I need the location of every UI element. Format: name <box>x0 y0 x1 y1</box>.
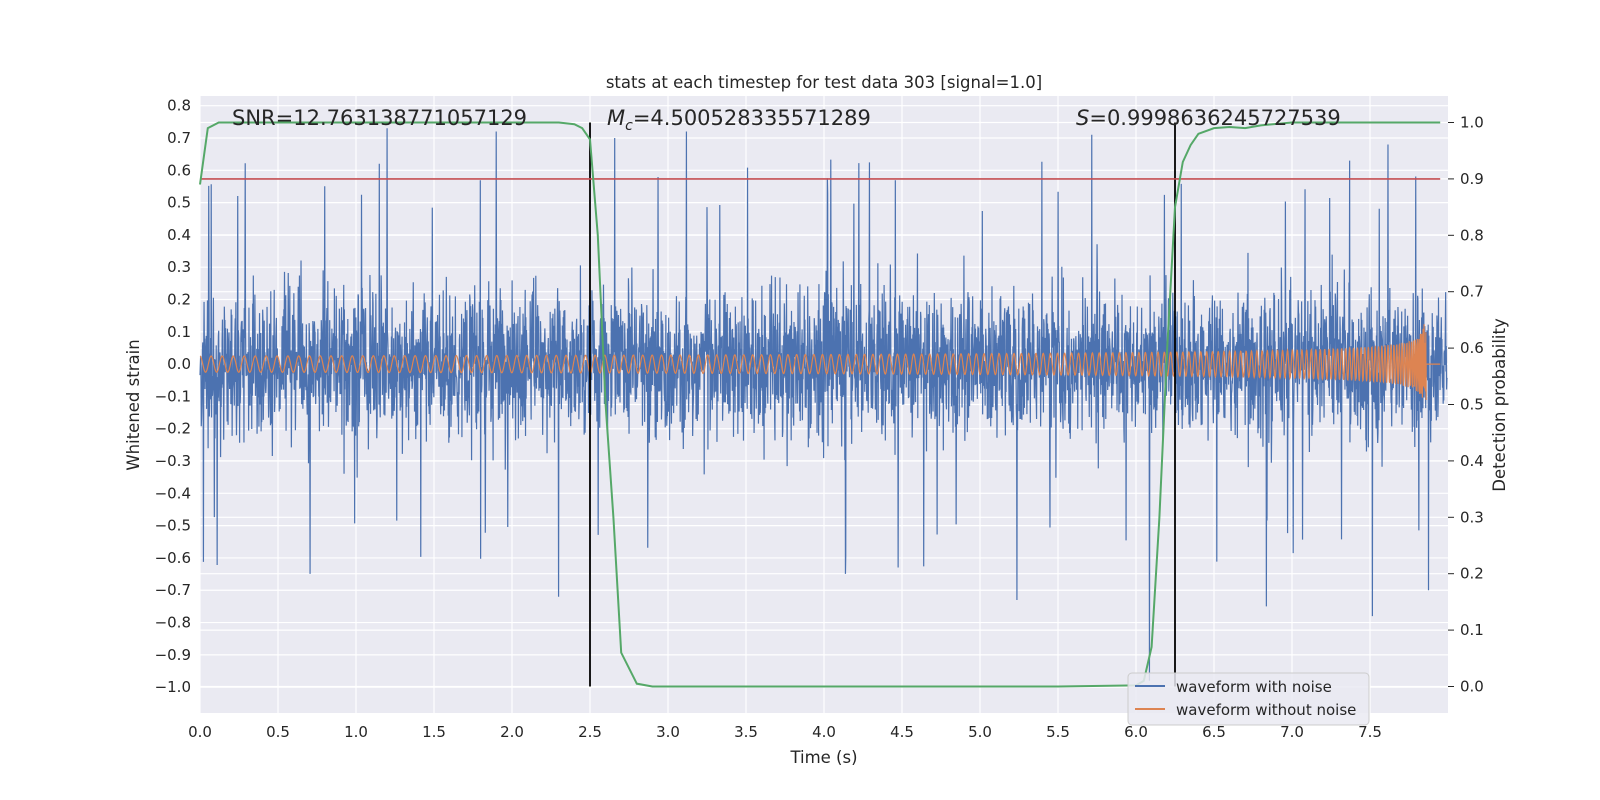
y2-tick-label: 0.7 <box>1460 283 1484 301</box>
x-tick-label: 2.5 <box>578 723 602 741</box>
x-axis-ticks: 0.0 0.5 1.0 1.5 2.0 2.5 3.0 3.5 4.0 4.5 5.0 5.5 6.0 6… <box>188 723 1382 741</box>
y-tick-label: −0.4 <box>155 484 191 502</box>
chirp-trace <box>199 324 1441 400</box>
y-axis-ticks: 0.8 0.7 0.6 0.5 0.4 0.3 0.2 0.1 0.0 −0.1 −0.2 −0.3 −… <box>155 97 191 696</box>
probability-curve <box>199 121 1441 688</box>
chirp-mass-value: =4.500528335571289 <box>633 106 871 130</box>
x-tick-label: 4.0 <box>812 723 836 741</box>
y-tick-label: 0.2 <box>167 291 191 309</box>
y2-tick-label: 0.9 <box>1460 170 1484 188</box>
x-tick-label: 7.0 <box>1280 723 1304 741</box>
y-tick-label: −1.0 <box>155 678 191 696</box>
chirp-mass-annotation: Mc=4.500528335571289 <box>607 106 871 134</box>
chart-title: stats at each timestep for test data 303… <box>606 73 1042 92</box>
x-tick-label: 5.5 <box>1046 723 1070 741</box>
x-tick-label: 2.0 <box>500 723 524 741</box>
snr-annotation: SNR=12.763138771057129 <box>232 106 527 130</box>
y-tick-label: 0.5 <box>167 194 191 212</box>
x-tick-label: 3.0 <box>656 723 680 741</box>
score-annotation: S=0.9998636245727539 <box>1076 106 1341 130</box>
x-tick-label: 0.5 <box>266 723 290 741</box>
y-tick-label: 0.4 <box>167 226 191 244</box>
y-tick-label: −0.5 <box>155 517 191 535</box>
x-tick-label: 0.0 <box>188 723 212 741</box>
x-tick-label: 5.0 <box>968 723 992 741</box>
y2-tick-label: 0.6 <box>1460 339 1484 357</box>
y2-tick-label: 0.2 <box>1460 565 1484 583</box>
legend-label-clean: waveform without noise <box>1176 701 1356 719</box>
x-tick-label: 6.5 <box>1202 723 1226 741</box>
y2-tick-label: 0.1 <box>1460 621 1484 639</box>
series-waveform-without-noise <box>199 324 1441 400</box>
x-tick-label: 4.5 <box>890 723 914 741</box>
y-tick-label: −0.3 <box>155 452 191 470</box>
y-tick-label: −0.1 <box>155 387 191 405</box>
y-tick-label: 0.7 <box>167 129 191 147</box>
legend: waveform with noise waveform without noi… <box>1127 672 1370 726</box>
y-tick-label: −0.9 <box>155 646 191 664</box>
noise-trace <box>199 128 1448 681</box>
x-tick-label: 3.5 <box>734 723 758 741</box>
y2-axis-label: Detection probability <box>1490 318 1509 492</box>
y-axis-label: Whitened strain <box>124 339 143 470</box>
x-tick-label: 6.0 <box>1124 723 1148 741</box>
y-tick-label: −0.8 <box>155 614 191 632</box>
x-tick-label: 7.5 <box>1358 723 1382 741</box>
y2-axis-ticks: 1.0 0.9 0.8 0.7 0.6 0.5 0.4 0.3 0.2 0.1 0.0 <box>1448 114 1484 695</box>
y2-tick-label: 0.8 <box>1460 226 1484 244</box>
y-tick-label: 0.1 <box>167 323 191 341</box>
score-symbol: S <box>1076 106 1089 130</box>
legend-label-noise: waveform with noise <box>1176 678 1332 696</box>
y-tick-label: −0.7 <box>155 581 191 599</box>
y2-tick-label: 0.5 <box>1460 396 1484 414</box>
y2-tick-label: 0.0 <box>1460 677 1484 695</box>
chirp-mass-symbol: M <box>607 106 625 130</box>
y-tick-label: −0.2 <box>155 420 191 438</box>
chirp-mass-subscript: c <box>625 118 633 134</box>
legend-box <box>1127 672 1370 726</box>
x-tick-label: 1.5 <box>422 723 446 741</box>
series-detection-probability <box>199 121 1441 688</box>
y-tick-label: 0.8 <box>167 97 191 115</box>
y-tick-label: −0.6 <box>155 549 191 567</box>
y2-tick-label: 0.3 <box>1460 508 1484 526</box>
y2-tick-label: 1.0 <box>1460 114 1484 132</box>
y-tick-label: 0.6 <box>167 161 191 179</box>
y-tick-label: 0.3 <box>167 258 191 276</box>
y-tick-label: 0.0 <box>167 355 191 373</box>
series-waveform-with-noise <box>199 128 1448 681</box>
x-tick-label: 1.0 <box>344 723 368 741</box>
x-axis-label: Time (s) <box>789 748 857 767</box>
score-value: =0.9998636245727539 <box>1089 106 1340 130</box>
y2-tick-label: 0.4 <box>1460 452 1484 470</box>
